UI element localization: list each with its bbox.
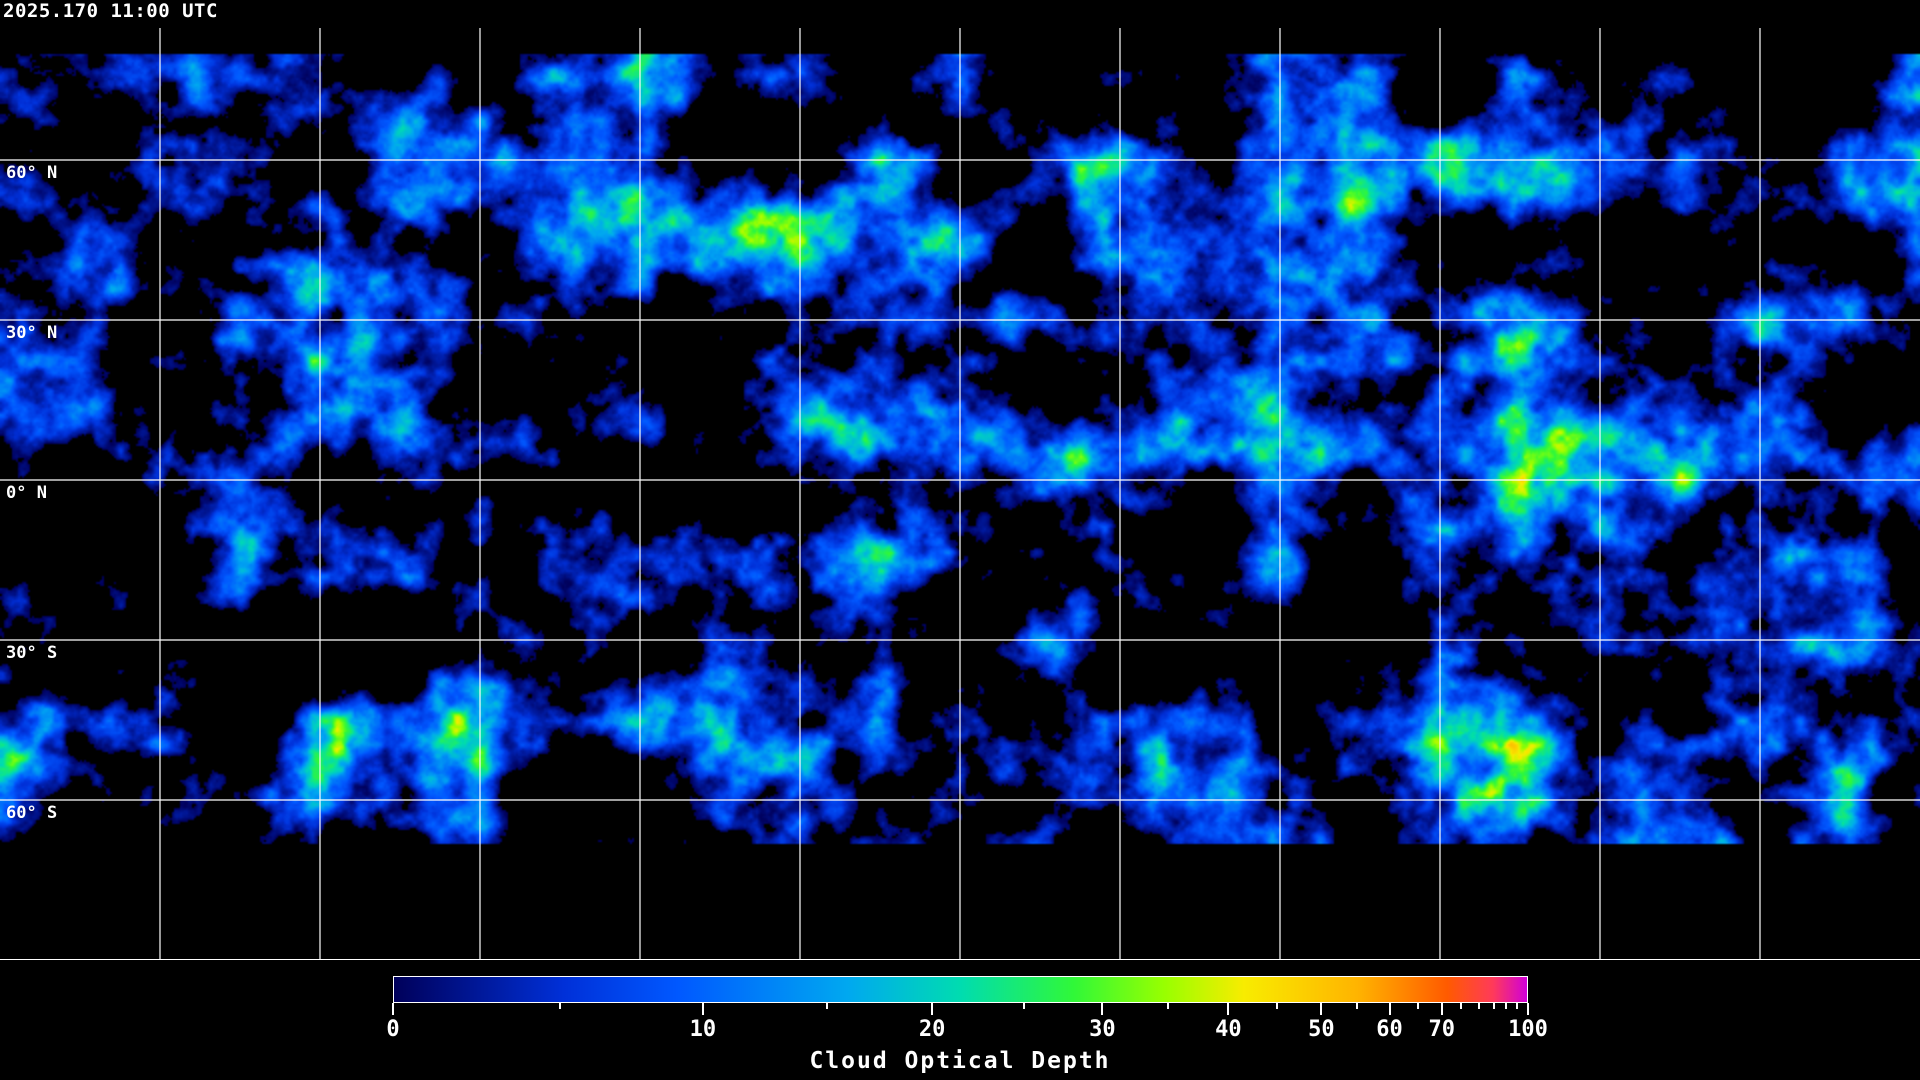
- tick-label: 100: [1508, 1017, 1548, 1042]
- minor-tick: [558, 1003, 561, 1009]
- minor-tick: [1492, 1003, 1495, 1009]
- minor-tick: [1276, 1003, 1279, 1009]
- minor-tick: [1478, 1003, 1481, 1009]
- lat-label-0n: 0° N: [6, 483, 47, 503]
- tick-label: 10: [689, 1017, 717, 1042]
- tick-label: 60: [1376, 1017, 1403, 1042]
- major-tick: [701, 1003, 704, 1015]
- minor-tick: [1515, 1003, 1518, 1009]
- tick-label: 50: [1308, 1017, 1335, 1042]
- map-bottom-border: [0, 959, 1920, 960]
- tick-label: 20: [918, 1017, 946, 1042]
- tick-label: 40: [1215, 1017, 1242, 1042]
- minor-tick: [1355, 1003, 1358, 1009]
- lat-lon-grid: [0, 28, 1920, 960]
- major-tick: [1101, 1003, 1104, 1015]
- minor-tick: [1023, 1003, 1026, 1009]
- major-tick: [1227, 1003, 1230, 1015]
- lat-label-60s: 60° S: [6, 803, 58, 823]
- lat-label-30s: 30° S: [6, 643, 58, 663]
- major-tick: [931, 1003, 934, 1015]
- major-tick: [1320, 1003, 1323, 1015]
- major-tick: [392, 1003, 394, 1015]
- lat-label-60n: 60° N: [6, 163, 58, 183]
- major-tick: [1440, 1003, 1443, 1015]
- minor-tick: [825, 1003, 828, 1009]
- tick-label: 0: [386, 1017, 400, 1042]
- tick-label: 70: [1428, 1017, 1455, 1042]
- colorbar-ticks: 0 10 20 30 40 50 60 70 100: [386, 1003, 1548, 1063]
- minor-tick: [1460, 1003, 1463, 1009]
- lat-label-30n: 30° N: [6, 323, 58, 343]
- timestamp-title: 2025.170 11:00 UTC: [3, 0, 218, 22]
- major-tick: [1527, 1003, 1529, 1015]
- colorbar-title: Cloud Optical Depth: [809, 1048, 1111, 1074]
- major-tick: [1388, 1003, 1391, 1015]
- minor-tick: [1416, 1003, 1419, 1009]
- minor-tick: [1167, 1003, 1170, 1009]
- minor-tick: [1505, 1003, 1508, 1009]
- tick-label: 30: [1089, 1017, 1116, 1042]
- colorbar: [393, 976, 1528, 1003]
